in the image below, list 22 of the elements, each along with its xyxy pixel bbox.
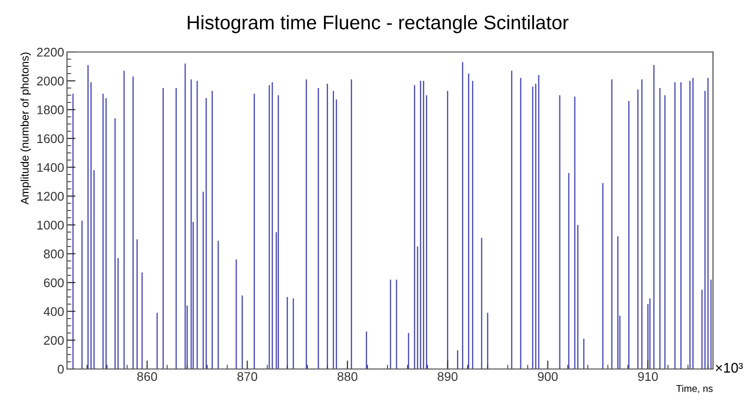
text: ×10³ <box>716 362 743 373</box>
y-tick-label: 800 <box>44 250 64 258</box>
y-tick-label: 1800 <box>37 105 64 114</box>
y-axis-title: Amplitude (number of photons) <box>20 52 31 205</box>
y-tick-label: 1600 <box>37 134 64 144</box>
chart-title: Histogram time Fluenc - rectangle Scintilator <box>188 15 568 34</box>
x-tick-label: 900 <box>538 372 558 381</box>
y-tick-label: 1000 <box>37 220 64 230</box>
y-tick-label: 2200 <box>37 48 64 57</box>
x-tick-label: 910 <box>638 372 658 381</box>
y-tick-label: 400 <box>44 307 64 316</box>
x-tick-label: 880 <box>338 372 358 381</box>
x-tick-label: 890 <box>438 372 458 381</box>
y-tick-label: 0 <box>58 364 64 374</box>
x-tick-label: 860 <box>137 372 158 381</box>
y-tick-label: 600 <box>44 278 64 288</box>
y-tick-label: 1400 <box>37 163 64 172</box>
x-tick-label: 870 <box>237 372 258 381</box>
y-tick-label: 200 <box>44 336 64 345</box>
y-tick-label: 1200 <box>37 192 64 201</box>
x-axis-title: Time, ns <box>676 384 713 394</box>
y-tick-label: 2000 <box>37 76 64 86</box>
